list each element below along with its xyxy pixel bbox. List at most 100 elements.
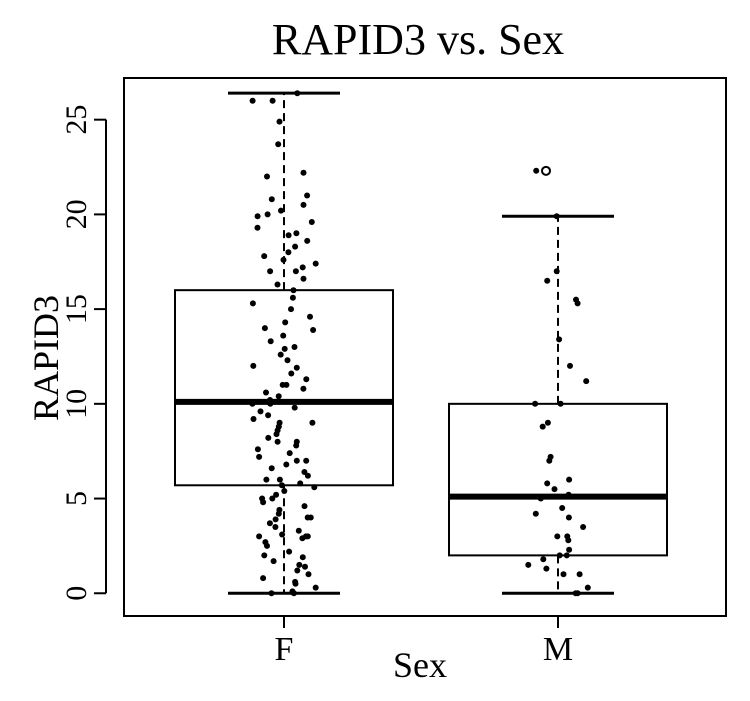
point-F-96: [261, 253, 268, 260]
point-F-49: [254, 446, 261, 453]
point-F-83: [282, 319, 289, 326]
plot-frame: [123, 77, 727, 617]
point-F-71: [303, 376, 310, 383]
point-M-14: [580, 524, 587, 530]
point-F-85: [288, 306, 294, 313]
point-M-31: [556, 336, 563, 343]
point-F-25: [272, 516, 279, 523]
point-F-36: [311, 484, 318, 491]
point-M-18: [537, 495, 544, 502]
point-F-45: [303, 457, 310, 464]
point-F-58: [276, 419, 283, 426]
point-F-106: [278, 207, 284, 214]
point-F-7: [305, 571, 312, 578]
point-F-101: [293, 230, 300, 237]
box-M: [448, 165, 668, 595]
point-F-19: [303, 533, 309, 540]
point-F-116: [294, 90, 301, 97]
x-tick-label-F: F: [275, 631, 294, 668]
point-F-95: [280, 256, 287, 263]
point-M-7: [540, 556, 547, 563]
y-tick-label-10: 10: [60, 389, 93, 419]
point-M-20: [551, 486, 558, 493]
point-F-108: [268, 196, 275, 203]
point-F-3: [312, 584, 319, 591]
point-M-3: [560, 571, 567, 578]
point-F-42: [301, 469, 308, 475]
point-M-34: [544, 277, 551, 284]
point-F-91: [292, 268, 299, 275]
y-tick-label-25: 25: [60, 105, 93, 135]
x-axis-label: Sex: [393, 645, 447, 685]
point-F-29: [276, 506, 283, 513]
point-M-21: [544, 480, 551, 487]
point-F-109: [304, 192, 311, 199]
point-F-63: [249, 400, 256, 407]
y-tick-label-20: 20: [60, 199, 93, 229]
group-F-box: [174, 289, 394, 487]
x-tick-label-M: M: [543, 631, 573, 668]
point-F-37: [278, 482, 285, 489]
box-F: [174, 91, 394, 595]
point-M-30: [567, 362, 573, 369]
point-M-10: [566, 546, 573, 553]
point-F-80: [280, 332, 287, 339]
point-M-4: [576, 571, 583, 578]
point-F-90: [300, 275, 307, 282]
point-F-46: [293, 457, 300, 464]
point-F-115: [269, 97, 276, 104]
point-F-111: [300, 169, 307, 176]
y-tick-label-5: 5: [60, 491, 93, 506]
group-M-box: [448, 402, 668, 557]
point-F-76: [277, 351, 284, 358]
point-M-37: [533, 167, 540, 174]
y-axis: 0 5 10 15 20 25: [60, 105, 107, 601]
point-M-12: [554, 533, 561, 540]
point-F-30: [301, 503, 308, 510]
point-F-61: [257, 408, 264, 415]
point-M-9: [563, 552, 570, 559]
point-F-9: [302, 563, 308, 570]
point-M-29: [583, 378, 590, 385]
point-F-113: [276, 118, 283, 125]
point-F-77: [281, 345, 288, 352]
point-M-1: [572, 590, 579, 597]
point-F-62: [291, 404, 298, 411]
point-F-35: [281, 488, 288, 494]
point-F-39: [263, 476, 270, 483]
point-F-51: [274, 438, 281, 445]
point-M-26: [544, 419, 551, 426]
point-F-98: [292, 243, 299, 250]
point-F-44: [283, 461, 290, 468]
point-F-70: [283, 381, 290, 388]
point-F-40: [276, 476, 283, 483]
point-F-14: [286, 548, 293, 555]
point-M-6: [525, 561, 532, 568]
point-F-92: [267, 268, 274, 275]
point-F-22: [295, 527, 302, 534]
point-F-6: [260, 575, 267, 582]
point-F-78: [291, 344, 298, 350]
point-F-60: [265, 412, 272, 419]
point-F-68: [300, 385, 307, 392]
point-F-104: [254, 213, 261, 220]
point-F-93: [299, 264, 306, 271]
point-F-110: [264, 173, 270, 180]
point-F-74: [250, 362, 257, 369]
point-M-15: [565, 514, 572, 521]
point-F-100: [285, 232, 292, 239]
point-M-19: [565, 491, 572, 498]
point-M-25: [539, 423, 546, 430]
point-F-75: [284, 357, 291, 364]
point-F-84: [307, 313, 313, 320]
group-M-outlier-0: [541, 165, 551, 176]
chart-title: RAPID3 vs. Sex: [272, 15, 564, 64]
point-F-43: [268, 465, 275, 472]
y-tick-label-0: 0: [60, 586, 93, 601]
point-F-53: [265, 434, 272, 441]
point-F-94: [312, 260, 319, 267]
point-F-38: [297, 480, 304, 487]
point-F-11: [270, 558, 277, 565]
